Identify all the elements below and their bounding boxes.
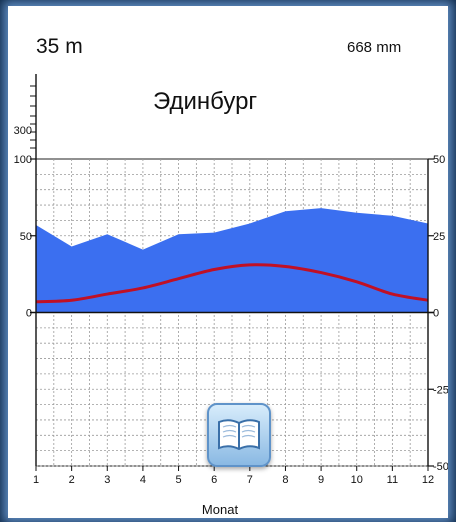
right-axis-tick-label: 25 xyxy=(433,231,445,243)
x-axis-label: Monat xyxy=(202,502,239,517)
x-axis-tick-label: 2 xyxy=(69,474,75,486)
right-axis-tick-label: -50 xyxy=(433,461,448,473)
x-axis-tick-label: 7 xyxy=(247,474,253,486)
left-axis-tick-label: 0 xyxy=(26,308,32,320)
climate-diagram-panel: 35 m 668 mm Эдинбург 0 50 100 300 -50 -25 0 25 5… xyxy=(8,6,448,518)
x-axis-tick-label: 8 xyxy=(282,474,288,486)
x-axis-tick-label: 12 xyxy=(422,474,434,486)
right-axis-tick-label: -25 xyxy=(433,384,448,396)
temperature-line xyxy=(35,263,429,304)
precipitation-area xyxy=(36,208,428,313)
book-button[interactable] xyxy=(207,403,271,467)
left-axis-tick-label: 50 xyxy=(20,231,32,243)
annual-precipitation: 668 mm xyxy=(347,39,401,56)
x-axis-tick-label: 10 xyxy=(351,474,363,486)
precipitation-area-layer xyxy=(36,208,428,313)
x-axis-tick-label: 3 xyxy=(104,474,110,486)
left-axis-tick-label: 300 xyxy=(14,125,32,137)
right-axis-tick-label: 50 xyxy=(433,154,445,166)
x-axis-tick-label: 5 xyxy=(175,474,181,486)
x-axis-tick-label: 6 xyxy=(211,474,217,486)
x-axis-tick-label: 11 xyxy=(387,474,398,486)
left-axis-tick-label: 100 xyxy=(14,154,32,166)
x-axis-tick-label: 1 xyxy=(33,474,39,486)
open-book-icon xyxy=(218,419,260,451)
station-name: Эдинбург xyxy=(153,88,257,115)
temperature-line-layer xyxy=(35,263,429,304)
right-axis-tick-label: 0 xyxy=(433,308,439,320)
station-elevation: 35 m xyxy=(36,35,83,58)
x-axis-tick-label: 9 xyxy=(318,474,324,486)
climate-chart: 35 m 668 mm Эдинбург 050100300-50-250255… xyxy=(14,35,448,517)
x-axis-tick-label: 4 xyxy=(140,474,146,486)
